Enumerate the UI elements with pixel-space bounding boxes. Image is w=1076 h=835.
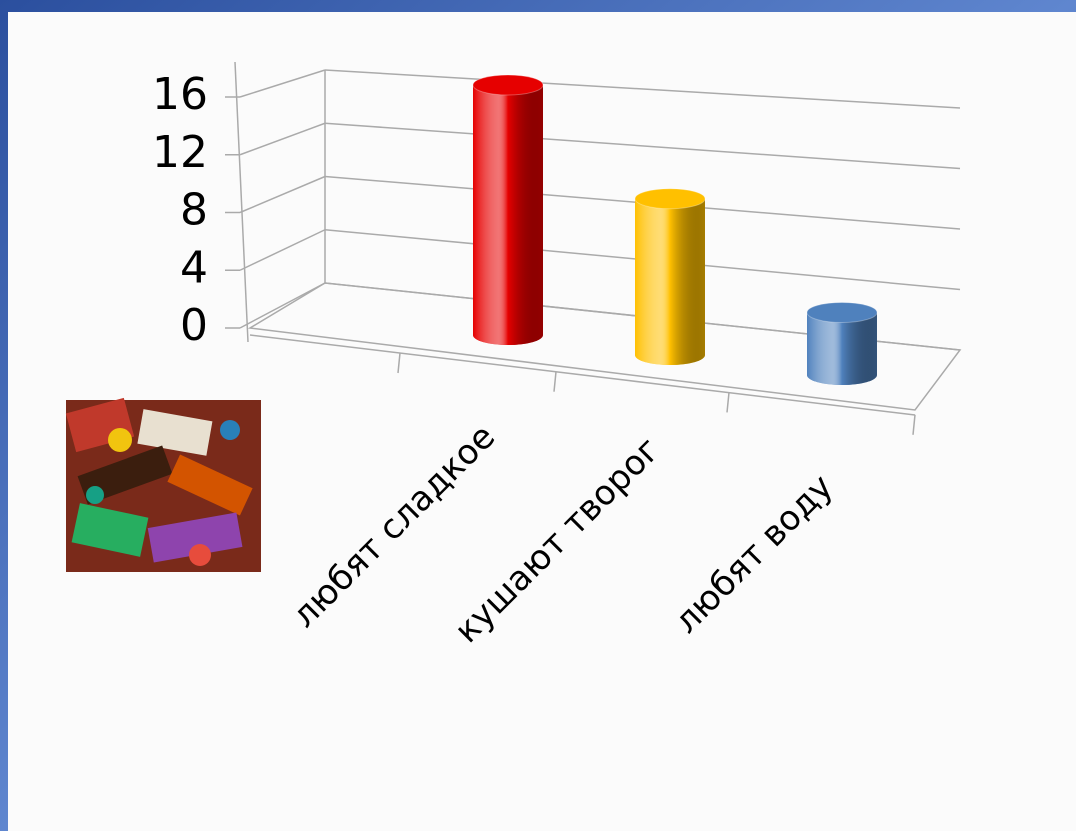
y-tick-label: 8 xyxy=(180,185,208,236)
x-tick xyxy=(912,414,916,435)
y-tick-label: 0 xyxy=(180,300,208,351)
bar xyxy=(473,85,543,345)
grid-line xyxy=(239,229,326,271)
y-tick-label: 4 xyxy=(180,242,208,293)
x-tick xyxy=(397,352,401,374)
grid-line xyxy=(239,122,326,156)
x-tick xyxy=(553,371,557,392)
bar xyxy=(635,198,705,365)
grid-line xyxy=(239,282,326,329)
y-tick-label: 16 xyxy=(152,69,208,120)
grid-line xyxy=(324,122,961,170)
y-tick-label: 12 xyxy=(152,127,208,178)
bar-top xyxy=(806,302,878,323)
grid-line xyxy=(239,69,326,98)
x-axis xyxy=(249,334,916,416)
grid-line xyxy=(239,175,326,214)
x-tick xyxy=(726,392,730,413)
y-axis xyxy=(234,61,249,343)
bar-top xyxy=(634,188,706,210)
candy-picture xyxy=(65,397,261,572)
bar xyxy=(807,312,877,385)
grid-line xyxy=(324,69,961,109)
bar-top xyxy=(472,74,544,96)
